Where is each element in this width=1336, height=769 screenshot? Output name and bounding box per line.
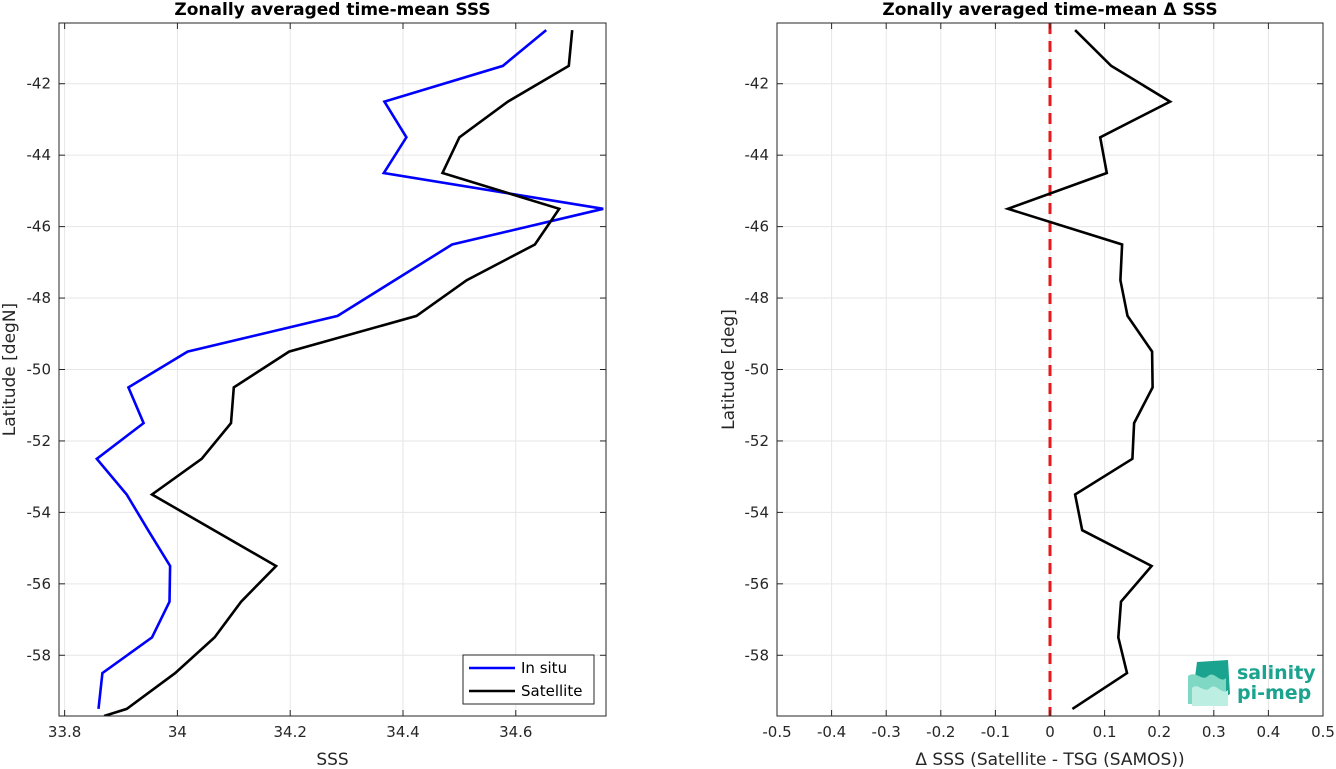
y-tick-label: -56 <box>27 575 52 593</box>
y-tick-label: -54 <box>745 503 770 521</box>
y-tick-label: -42 <box>745 75 770 93</box>
legend-label: In situ <box>521 659 567 677</box>
y-tick-label: -46 <box>745 218 770 236</box>
chart-title: Zonally averaged time-mean Δ SSS <box>882 0 1217 20</box>
logo-emblem-icon <box>1188 660 1230 706</box>
y-tick-label: -42 <box>27 75 52 93</box>
y-tick-label: -44 <box>745 146 770 164</box>
x-tick-label: -0.1 <box>981 723 1010 741</box>
x-tick-label: 34 <box>168 723 187 741</box>
x-tick-label: 0.5 <box>1311 723 1335 741</box>
y-tick-label: -56 <box>745 575 770 593</box>
x-tick-label: -0.3 <box>872 723 901 741</box>
x-tick-label: 0.2 <box>1147 723 1171 741</box>
x-tick-label: 0 <box>1045 723 1055 741</box>
x-tick-label: 34.2 <box>274 723 307 741</box>
logo-text-pi-mep: pi-mep <box>1237 682 1311 704</box>
x-axis-label: Δ SSS (Satellite - TSG (SAMOS)) <box>915 750 1184 769</box>
series-group <box>94 29 604 716</box>
chart-title: Zonally averaged time-mean SSS <box>174 0 490 20</box>
y-tick-label: -54 <box>27 503 52 521</box>
x-tick-label: 0.3 <box>1202 723 1226 741</box>
y-tick-label: -50 <box>27 361 52 379</box>
x-tick-label: 0.1 <box>1093 723 1117 741</box>
series-line-in-situ <box>94 29 604 710</box>
logo-text-salinity: salinity <box>1237 662 1316 684</box>
right-chart-panel: -0.5 -0.4 -0.3 -0.2 -0.1 0 0.1 0.2 0.3 0.4 0.5 -58 -… <box>719 0 1335 769</box>
series-line-delta <box>1003 29 1173 710</box>
y-tick-label: -46 <box>27 218 52 236</box>
gridlines <box>59 23 606 716</box>
x-tick-label: 34.6 <box>499 723 532 741</box>
x-tick-label: -0.5 <box>762 723 791 741</box>
x-tick-label: 33.8 <box>48 723 81 741</box>
x-tick-label: -0.2 <box>926 723 955 741</box>
y-tick-label: -50 <box>745 361 770 379</box>
legend-box <box>462 654 595 705</box>
x-tick-label: -0.4 <box>817 723 846 741</box>
series-group <box>1003 23 1173 716</box>
series-line-satellite <box>103 29 574 716</box>
y-tick-label: -44 <box>27 146 52 164</box>
y-axis-label: Latitude [degN] <box>0 303 20 436</box>
y-tick-label: -58 <box>745 646 770 664</box>
legend-label: Satellite <box>521 682 582 700</box>
y-tick-label: -48 <box>745 289 770 307</box>
salinity-pi-mep-logo: salinity pi-mep <box>1188 660 1316 706</box>
y-tick-label: -58 <box>27 646 52 664</box>
x-tick-label: 34.4 <box>386 723 419 741</box>
legend: In situ Satellite <box>462 654 595 705</box>
y-tick-label: -52 <box>745 432 770 450</box>
y-tick-label: -52 <box>27 432 52 450</box>
left-chart-panel: 33.8 34 34.2 34.4 34.6 -58 -56 -54 -52 -50 -48 -46 -… <box>0 0 607 769</box>
x-axis-label: SSS <box>316 750 348 769</box>
y-tick-label: -48 <box>27 289 52 307</box>
x-tick-label: 0.4 <box>1256 723 1280 741</box>
y-axis-label: Latitude [deg] <box>719 309 739 430</box>
